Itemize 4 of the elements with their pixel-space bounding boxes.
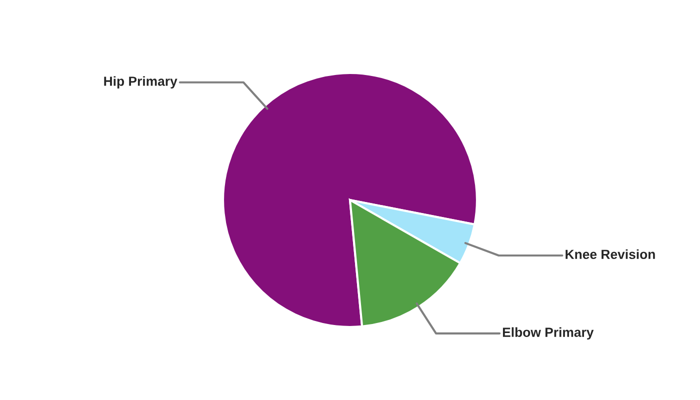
slice-label: Hip Primary [104,76,178,89]
slice-label: Elbow Primary [502,327,594,340]
slice-label: Knee Revision [566,249,655,260]
pie-slice [222,72,478,328]
